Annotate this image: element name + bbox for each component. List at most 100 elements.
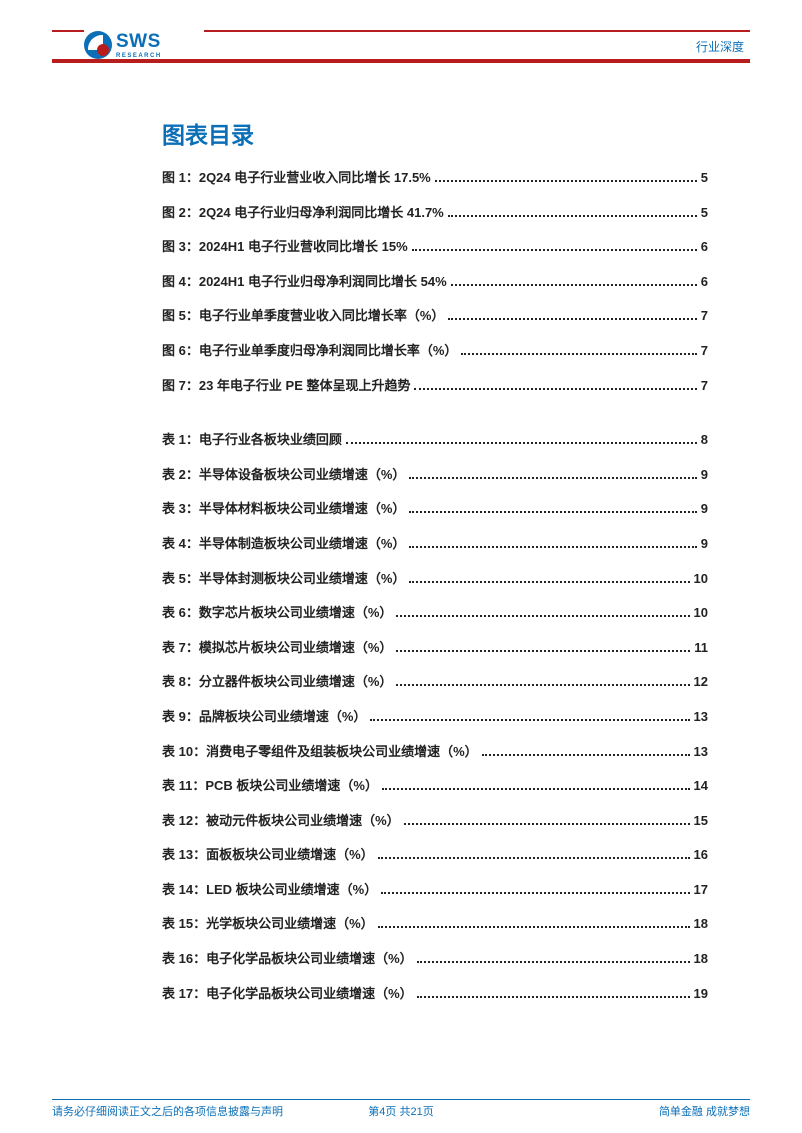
toc-entry: 表 5：半导体封测板块公司业绩增速（%）10 bbox=[162, 571, 708, 587]
logo-line1: SWS bbox=[116, 32, 162, 51]
footer-right: 简单金融 成就梦想 bbox=[659, 1103, 750, 1119]
toc-entry-page: 9 bbox=[701, 501, 708, 517]
toc-entry: 表 15：光学板块公司业绩增速（%） 18 bbox=[162, 916, 708, 932]
toc-entry-leader bbox=[448, 318, 696, 320]
toc-entry-page: 8 bbox=[701, 432, 708, 448]
toc-entry: 图 7：23 年电子行业 PE 整体呈现上升趋势 7 bbox=[162, 378, 708, 394]
toc-section-gap bbox=[162, 412, 708, 432]
toc-entry-page: 9 bbox=[701, 536, 708, 552]
toc-entry-leader bbox=[412, 249, 697, 251]
toc-entry-leader bbox=[435, 180, 697, 182]
toc-entry-label: 图 5：电子行业单季度营业收入同比增长率（%） bbox=[162, 308, 444, 324]
toc-entry: 图 2：2Q24 电子行业归母净利润同比增长 41.7% 5 bbox=[162, 205, 708, 221]
toc-entry-leader bbox=[378, 926, 690, 928]
toc-entry-label: 表 5：半导体封测板块公司业绩增速（%） bbox=[162, 571, 405, 587]
toc-entry: 图 5：电子行业单季度营业收入同比增长率（%） 7 bbox=[162, 308, 708, 324]
toc-entry-leader bbox=[417, 961, 690, 963]
toc-entry-page: 5 bbox=[701, 170, 708, 186]
logo: SWS RESEARCH bbox=[84, 28, 204, 62]
toc-entry-label: 表 10：消费电子零组件及组装板块公司业绩增速（%） bbox=[162, 744, 478, 760]
toc-entry-label: 图 3：2024H1 电子行业营收同比增长 15% bbox=[162, 239, 408, 255]
toc-entry: 表 12：被动元件板块公司业绩增速（%）15 bbox=[162, 813, 708, 829]
toc-entry-leader bbox=[409, 511, 696, 513]
toc-entry-leader bbox=[448, 215, 697, 217]
toc-title: 图表目录 bbox=[162, 116, 708, 150]
toc-entry: 表 1：电子行业各板块业绩回顾 8 bbox=[162, 432, 708, 448]
toc-entry-leader bbox=[409, 581, 689, 583]
toc-entry-leader bbox=[482, 754, 690, 756]
toc-entry-label: 表 9：品牌板块公司业绩增速（%） bbox=[162, 709, 366, 725]
toc-entry: 表 9：品牌板块公司业绩增速（%） 13 bbox=[162, 709, 708, 725]
header-rule-bottom bbox=[52, 59, 750, 63]
toc-entry: 表 14：LED 板块公司业绩增速（%）17 bbox=[162, 882, 708, 898]
toc-entry-page: 13 bbox=[694, 744, 708, 760]
footer-mid: 第4页 共21页 bbox=[368, 1103, 433, 1119]
toc-entry-page: 14 bbox=[694, 778, 708, 794]
toc-entry-label: 表 3：半导体材料板块公司业绩增速（%） bbox=[162, 501, 405, 517]
toc-entry-label: 表 15：光学板块公司业绩增速（%） bbox=[162, 916, 374, 932]
toc-entry-leader bbox=[417, 996, 690, 998]
toc-entry-page: 6 bbox=[701, 239, 708, 255]
toc-entry-label: 表 4：半导体制造板块公司业绩增速（%） bbox=[162, 536, 405, 552]
toc-list: 图 1：2Q24 电子行业营业收入同比增长 17.5%5图 2：2Q24 电子行… bbox=[162, 170, 708, 1001]
toc-entry-leader bbox=[461, 353, 696, 355]
toc-entry-label: 图 1：2Q24 电子行业营业收入同比增长 17.5% bbox=[162, 170, 431, 186]
toc-entry-label: 表 12：被动元件板块公司业绩增速（%） bbox=[162, 813, 400, 829]
toc-entry: 表 11：PCB 板块公司业绩增速（%） 14 bbox=[162, 778, 708, 794]
toc-entry-page: 5 bbox=[701, 205, 708, 221]
toc-entry: 图 6：电子行业单季度归母净利润同比增长率（%） 7 bbox=[162, 343, 708, 359]
toc-entry-leader bbox=[409, 546, 696, 548]
toc-entry: 表 4：半导体制造板块公司业绩增速（%） 9 bbox=[162, 536, 708, 552]
toc-entry-page: 12 bbox=[694, 674, 708, 690]
toc-entry-label: 表 13：面板板块公司业绩增速（%） bbox=[162, 847, 374, 863]
toc-entry-label: 表 14：LED 板块公司业绩增速（%） bbox=[162, 882, 377, 898]
footer: 请务必仔细阅读正文之后的各项信息披露与声明 第4页 共21页 简单金融 成就梦想 bbox=[52, 1103, 750, 1119]
logo-mark-icon bbox=[84, 31, 112, 59]
footer-left: 请务必仔细阅读正文之后的各项信息披露与声明 bbox=[52, 1103, 283, 1119]
toc-entry-leader bbox=[396, 615, 689, 617]
toc-entry: 图 1：2Q24 电子行业营业收入同比增长 17.5% 5 bbox=[162, 170, 708, 186]
toc-entry-page: 9 bbox=[701, 467, 708, 483]
toc-entry: 表 16：电子化学品板块公司业绩增速（%） 18 bbox=[162, 951, 708, 967]
toc-entry-page: 18 bbox=[694, 951, 708, 967]
toc-entry-leader bbox=[396, 684, 689, 686]
toc-entry: 表 7：模拟芯片板块公司业绩增速（%） 11 bbox=[162, 640, 708, 656]
toc-entry: 表 13：面板板块公司业绩增速（%） 16 bbox=[162, 847, 708, 863]
toc-entry-leader bbox=[396, 650, 690, 652]
toc-entry-leader bbox=[378, 857, 690, 859]
toc-entry-leader bbox=[404, 823, 690, 825]
toc-entry-label: 表 17：电子化学品板块公司业绩增速（%） bbox=[162, 986, 413, 1002]
toc-entry: 表 10：消费电子零组件及组装板块公司业绩增速（%） 13 bbox=[162, 744, 708, 760]
toc-entry-leader bbox=[346, 442, 697, 444]
toc-entry-page: 7 bbox=[701, 308, 708, 324]
toc-entry-page: 10 bbox=[694, 605, 708, 621]
toc-entry-leader bbox=[382, 788, 690, 790]
toc-entry-label: 表 2：半导体设备板块公司业绩增速（%） bbox=[162, 467, 405, 483]
toc-entry: 表 2：半导体设备板块公司业绩增速（%） 9 bbox=[162, 467, 708, 483]
toc-entry: 表 6：数字芯片板块公司业绩增速（%）10 bbox=[162, 605, 708, 621]
toc-entry: 图 3：2024H1 电子行业营收同比增长 15% 6 bbox=[162, 239, 708, 255]
toc-entry-page: 16 bbox=[694, 847, 708, 863]
toc-entry-label: 图 6：电子行业单季度归母净利润同比增长率（%） bbox=[162, 343, 457, 359]
toc-entry-label: 图 7：23 年电子行业 PE 整体呈现上升趋势 bbox=[162, 378, 410, 394]
toc-entry-label: 图 2：2Q24 电子行业归母净利润同比增长 41.7% bbox=[162, 205, 444, 221]
toc-entry-page: 19 bbox=[694, 986, 708, 1002]
toc-entry-leader bbox=[414, 388, 696, 390]
toc-entry: 表 3：半导体材料板块公司业绩增速（%） 9 bbox=[162, 501, 708, 517]
toc-entry-leader bbox=[381, 892, 689, 894]
toc-entry: 表 8：分立器件板块公司业绩增速（%）12 bbox=[162, 674, 708, 690]
toc-entry-label: 表 7：模拟芯片板块公司业绩增速（%） bbox=[162, 640, 392, 656]
logo-line2: RESEARCH bbox=[116, 53, 162, 59]
toc-entry-page: 18 bbox=[694, 916, 708, 932]
toc-entry-page: 7 bbox=[701, 378, 708, 394]
toc-entry-label: 图 4：2024H1 电子行业归母净利润同比增长 54% bbox=[162, 274, 447, 290]
footer-rule bbox=[52, 1099, 750, 1100]
toc-entry-page: 11 bbox=[694, 640, 708, 656]
toc-entry-leader bbox=[451, 284, 697, 286]
toc-entry-label: 表 1：电子行业各板块业绩回顾 bbox=[162, 432, 342, 448]
toc-entry-page: 7 bbox=[701, 343, 708, 359]
toc-entry-label: 表 16：电子化学品板块公司业绩增速（%） bbox=[162, 951, 413, 967]
toc-entry-page: 13 bbox=[694, 709, 708, 725]
toc-entry-label: 表 11：PCB 板块公司业绩增速（%） bbox=[162, 778, 378, 794]
toc-entry-leader bbox=[409, 477, 696, 479]
